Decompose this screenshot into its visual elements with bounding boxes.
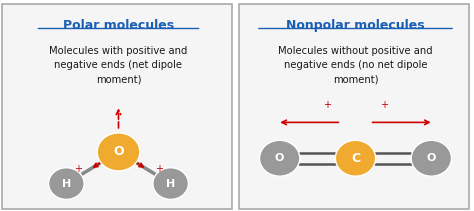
Circle shape — [259, 140, 300, 176]
Text: Polar molecules: Polar molecules — [63, 19, 174, 32]
Text: H: H — [62, 179, 71, 189]
Text: O: O — [275, 153, 284, 163]
FancyBboxPatch shape — [2, 4, 232, 209]
Circle shape — [153, 168, 188, 199]
Circle shape — [97, 133, 140, 171]
Text: O: O — [427, 153, 436, 163]
Text: Nonpolar molecules: Nonpolar molecules — [286, 19, 425, 32]
Circle shape — [411, 140, 451, 176]
Circle shape — [336, 140, 375, 176]
Text: Molecules without positive and
negative ends (no net dipole
moment): Molecules without positive and negative … — [278, 46, 433, 84]
Text: +: + — [155, 164, 163, 174]
FancyBboxPatch shape — [239, 4, 469, 209]
Circle shape — [48, 168, 84, 199]
Text: Molecules with positive and
negative ends (net dipole
moment): Molecules with positive and negative end… — [49, 46, 188, 84]
Text: H: H — [166, 179, 175, 189]
Text: +: + — [380, 100, 388, 111]
Text: +: + — [74, 164, 82, 174]
Text: C: C — [351, 152, 360, 165]
Text: O: O — [113, 145, 124, 158]
Text: +: + — [323, 100, 331, 111]
